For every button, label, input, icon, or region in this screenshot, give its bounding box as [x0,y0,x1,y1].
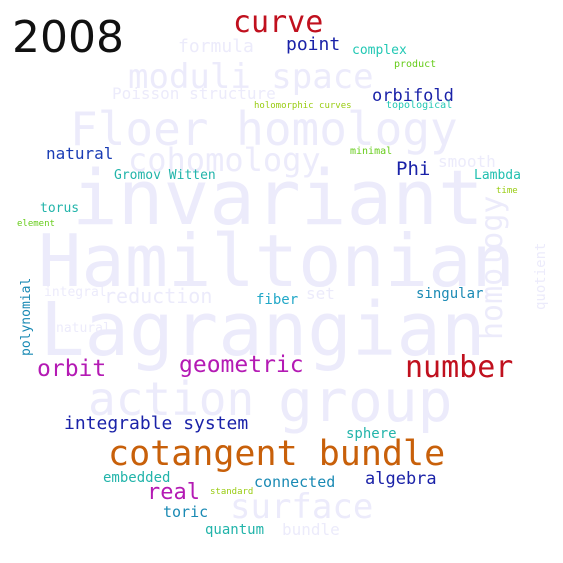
word-homology: homology [475,195,510,341]
word-integral: integral [44,285,107,300]
word-floer-homology: Floer homology [70,102,458,156]
word-geometric: geometric [179,352,304,378]
word-gromov-witten: Gromov Witten [114,168,216,183]
word-toric: toric [163,503,209,521]
word-bundle: bundle [282,520,340,539]
word-set: set [306,284,335,303]
word-number: number [405,350,514,385]
word-quotient: quotient [533,242,549,310]
word-torus: torus [40,201,80,216]
word-invariant: invariant [72,153,484,242]
word-element: element [17,219,55,229]
word-singular: singular [416,286,484,302]
word-embedded: embedded [103,470,171,486]
word-cohomology: cohomology [128,141,321,179]
word-complex: complex [352,43,407,58]
word-standard: standard [210,487,254,497]
word-smooth: smooth [438,152,496,171]
word-connected: connected [254,473,336,491]
word-holomorphic-curves: holomorphic curves [254,101,352,111]
word-point: point [286,34,341,55]
word-polynomial: polynomial [19,277,34,356]
word-fiber: fiber [256,292,299,308]
word-cotangent-bundle: cotangent bundle [108,434,446,474]
word-orbifold: orbifold [372,86,454,106]
word-time: time [496,186,518,196]
word-natural: natural [46,144,114,163]
word-integrable-system: integrable system [64,413,249,434]
word-group: group [278,367,453,435]
word-moduli-space: moduli space [128,57,374,97]
word-real: real [147,480,200,505]
word-product: product [394,59,437,70]
word-poisson-structure: Poisson structure [112,84,276,103]
word-phi: Phi [396,158,431,180]
word-minimal: minimal [350,146,393,157]
word-lambda: Lambda [474,168,521,183]
word-topological: topological [386,100,453,111]
word-action: action [88,372,255,426]
word-sphere: sphere [346,426,397,442]
word-curve: curve [233,5,324,40]
word-formula: formula [178,36,254,57]
word-surface: surface [230,487,374,527]
year-label: 2008 [12,12,124,63]
word-lagrangian: Lagrangian [40,287,486,373]
word-algebra: algebra [365,469,437,489]
word-natural-bg: natural [56,321,111,336]
word-hamiltonian: Hamiltonian [38,219,515,303]
word-orbit: orbit [37,356,107,382]
word-reduction: reduction [104,284,213,308]
word-quantum: quantum [205,522,265,538]
